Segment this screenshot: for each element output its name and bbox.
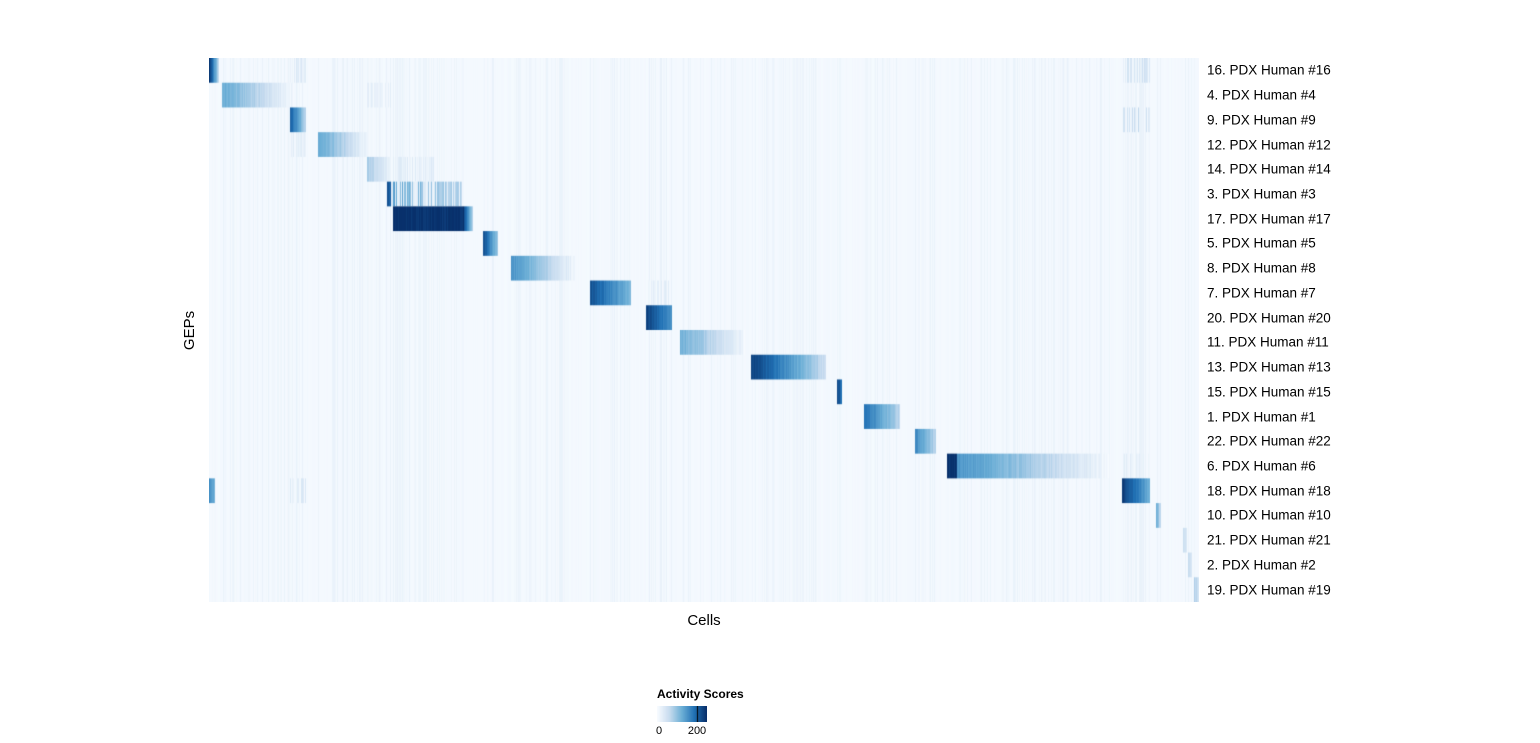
row-label: 15. PDX Human #15: [1207, 384, 1331, 400]
row-label: 1. PDX Human #1: [1207, 408, 1316, 424]
x-axis-label: Cells: [687, 612, 721, 629]
row-label: 3. PDX Human #3: [1207, 186, 1316, 202]
y-axis-label: GEPs: [181, 310, 199, 351]
row-label: 19. PDX Human #19: [1207, 581, 1331, 597]
row-label: 5. PDX Human #5: [1207, 235, 1316, 251]
row-label: 22. PDX Human #22: [1207, 433, 1331, 449]
row-label: 11. PDX Human #11: [1207, 334, 1329, 350]
row-label: 6. PDX Human #6: [1207, 458, 1316, 474]
row-label: 10. PDX Human #10: [1207, 507, 1331, 523]
row-label: 12. PDX Human #12: [1207, 136, 1331, 152]
row-label: 16. PDX Human #16: [1207, 62, 1331, 78]
row-label: 20. PDX Human #20: [1207, 309, 1331, 325]
row-label: 7. PDX Human #7: [1207, 285, 1316, 301]
row-label: 13. PDX Human #13: [1207, 359, 1331, 375]
legend-tick-max-label: 200: [687, 725, 707, 737]
row-label: 14. PDX Human #14: [1207, 161, 1331, 177]
row-label: 18. PDX Human #18: [1207, 482, 1331, 498]
row-label: 21. PDX Human #21: [1207, 532, 1331, 548]
row-label: 4. PDX Human #4: [1207, 87, 1316, 103]
row-label: 17. PDX Human #17: [1207, 210, 1331, 226]
heatmap-canvas: [209, 58, 1199, 602]
legend: Activity Scores 0 200: [655, 687, 797, 739]
legend-title: Activity Scores: [657, 687, 744, 701]
row-label: 8. PDX Human #8: [1207, 260, 1316, 276]
legend-tick-min-label: 0: [655, 725, 663, 737]
row-label: 9. PDX Human #9: [1207, 112, 1316, 128]
legend-ticks: 0 200: [655, 725, 707, 739]
row-labels: 16. PDX Human #16 4. PDX Human #4 9. PDX H…: [1207, 58, 1527, 602]
row-label: 2. PDX Human #2: [1207, 557, 1316, 573]
legend-colorbar: [657, 706, 707, 722]
